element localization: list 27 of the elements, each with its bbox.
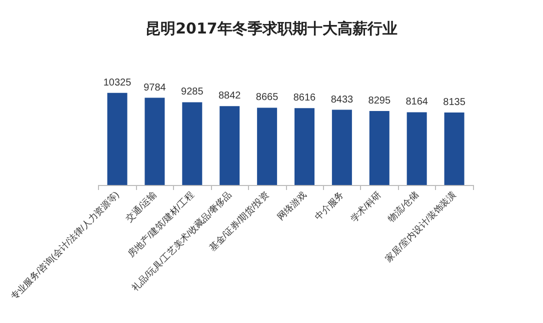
data-label: 8665 [256,92,279,104]
data-label: 8164 [406,96,428,108]
data-label: 8433 [330,94,354,106]
bar [332,110,352,185]
bar [257,108,278,185]
data-label: 8135 [443,96,466,108]
bar [369,111,390,185]
data-label: 8616 [293,92,316,104]
data-label: 8295 [368,96,391,107]
x-tick-label: 学术/科研 [348,189,383,224]
data-label: 8842 [218,90,242,102]
bar [144,98,165,185]
x-tick-label: 专业服务/咨询(会计/法律/人力资源等) [8,189,121,302]
bar [182,102,202,185]
x-tick-label: 交通/运输 [124,189,158,224]
data-label: 9784 [144,82,166,94]
bar [406,112,427,185]
x-tick-label: 物流/仓储 [386,189,420,224]
chart-title: 昆明2017年冬季求职期十大高薪行业 [146,20,398,38]
x-tick-label: 网络游戏 [276,189,308,222]
bar [294,108,314,185]
bar [444,112,464,185]
bar [220,106,240,185]
data-label: 10325 [103,77,132,88]
data-label: 9285 [181,86,204,98]
bar [107,92,128,185]
x-tick-label: 中介服务 [312,189,346,222]
